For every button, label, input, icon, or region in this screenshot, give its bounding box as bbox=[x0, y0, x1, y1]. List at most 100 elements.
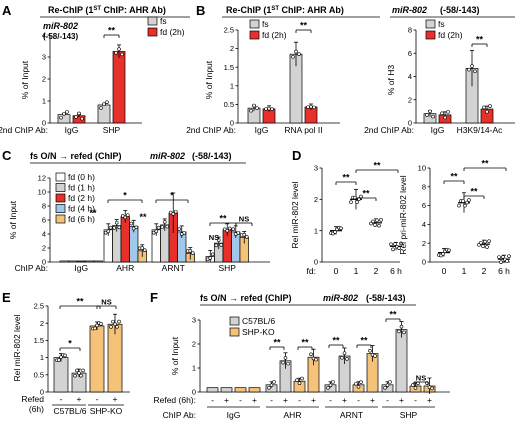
panel-c-bar bbox=[59, 260, 69, 263]
panel-a-point bbox=[62, 112, 66, 116]
panel-d-left-point bbox=[373, 223, 377, 227]
panel-c-legend-item-label: fd (6 h) bbox=[68, 214, 95, 224]
panel-f-ahr-sig2-label: ** bbox=[301, 338, 309, 348]
panel-a-legend-fs-label: fs bbox=[160, 16, 167, 26]
panel-c-legend-item-label: fd (2 h) bbox=[68, 193, 95, 203]
panel-c-header: fs O/N → refed (ChIP) bbox=[30, 151, 122, 161]
panel-d-left-category-label: 2 bbox=[374, 266, 379, 276]
panel-f-refed-label: Refed (6h): bbox=[153, 395, 196, 405]
panel-e-point bbox=[79, 373, 83, 378]
panel-d-right-point bbox=[447, 248, 451, 253]
panel-c-point bbox=[142, 248, 147, 253]
panel-c-point bbox=[162, 220, 167, 224]
panel-a-legend-fd-label: fd (2h) bbox=[160, 27, 185, 37]
panel-d-left-sig-label: ** bbox=[362, 189, 370, 199]
panel-c-point bbox=[231, 227, 236, 231]
panel-c-shp-ns-label: NS bbox=[239, 215, 249, 224]
panel-f-point bbox=[359, 380, 363, 384]
panel-d-right-point bbox=[461, 199, 465, 203]
panel-d-left-category-label: 0 bbox=[334, 266, 339, 276]
panel-b-right-point bbox=[470, 64, 474, 68]
panel-c-point bbox=[117, 225, 122, 230]
panel-a-ytick-label: 2 bbox=[42, 75, 46, 84]
panel-c-point bbox=[108, 225, 113, 230]
panel-f-point bbox=[397, 329, 401, 334]
panel-b-right-point bbox=[446, 110, 450, 114]
panel-b-left-legend-fd-swatch bbox=[249, 30, 260, 40]
panel-c-point bbox=[140, 246, 145, 250]
panel-d-right-point bbox=[481, 244, 485, 248]
panel-e-point bbox=[117, 319, 121, 324]
panel-c-point bbox=[219, 243, 224, 247]
panel-b-left-point bbox=[255, 106, 259, 110]
panel-f-shp-sig-label: ** bbox=[389, 310, 397, 320]
panel-f-ylabel: % of Input bbox=[170, 336, 180, 375]
panel-c-legend-item-swatch bbox=[55, 214, 66, 224]
panel-d-right-point bbox=[479, 240, 483, 245]
panel-c-arnt-sig: ** bbox=[139, 212, 147, 222]
panel-b-gene-sub: (-58/-143) bbox=[440, 5, 480, 15]
panel-f-label: F bbox=[150, 290, 158, 305]
panel-c-point bbox=[210, 252, 215, 257]
panel-b-left-ytick-label: 0 bbox=[230, 119, 234, 128]
panel-b-right-sig-label: ** bbox=[476, 35, 484, 45]
panel-c-ytick-label: 2 bbox=[42, 244, 46, 253]
panel-a-category-label: SHP bbox=[103, 125, 121, 135]
panel-c-category-label: AHR bbox=[116, 263, 134, 273]
panel-f-refed-sign: - bbox=[329, 395, 332, 405]
panel-b-right-ytick-label: 0 bbox=[408, 119, 412, 128]
panel-f-point bbox=[295, 378, 299, 382]
panel-a-point bbox=[77, 111, 81, 116]
panel-c-point bbox=[165, 224, 170, 229]
panel-a-point bbox=[102, 102, 106, 106]
panel-c-shp-sig-label: ** bbox=[219, 214, 227, 224]
panel-b-right-ytick-label: 2 bbox=[408, 95, 412, 104]
panel-b-right-category-label: H3K9/14-Ac bbox=[457, 125, 504, 135]
panel-e-point bbox=[99, 322, 103, 326]
panel-c-ytick-label: 6 bbox=[42, 216, 46, 225]
panel-f-point bbox=[300, 376, 304, 381]
panel-e-ylabel: Rel miR-802 level bbox=[12, 314, 22, 381]
panel-b-left-category-label: IgG bbox=[255, 125, 269, 135]
panel-b-right-chip2-label: 2nd ChIP Ab: bbox=[364, 125, 414, 135]
panel-f-chip-label: ChIP Ab: bbox=[163, 410, 196, 420]
panel-f-refed-sign: + bbox=[427, 395, 432, 405]
panel-f-refed-sign: + bbox=[370, 395, 375, 405]
panel-e-ytick-label: 0 bbox=[40, 388, 44, 397]
panel-c-ahr-sig2-label: * bbox=[123, 191, 127, 201]
panel-b-left-legend-fs-swatch bbox=[249, 19, 260, 29]
panel-b-right-ytick-label: 4 bbox=[408, 72, 412, 81]
panel-f-point bbox=[385, 383, 390, 388]
panel-f-point bbox=[297, 381, 302, 385]
panel-e-bar bbox=[107, 323, 123, 393]
panel-a-gene-sub: (-58/-143) bbox=[43, 32, 78, 41]
panel-c-shp-ns2: NS bbox=[209, 233, 219, 242]
panel-f-ahr-sig1-label: ** bbox=[273, 338, 281, 348]
panel-c-arnt-sig2-label: * bbox=[170, 191, 174, 201]
panel-d-left-point bbox=[355, 200, 359, 205]
panel-c-point bbox=[177, 227, 182, 231]
panel-c-legend-item-label: fd (1 h) bbox=[68, 183, 95, 193]
panel-d-left-sig-label: ** bbox=[373, 161, 381, 171]
panel-f-refed-sign: + bbox=[311, 395, 316, 405]
panel-b-left-point bbox=[297, 52, 301, 57]
panel-d-left-point bbox=[379, 218, 383, 222]
panel-c-legend-item-swatch bbox=[55, 183, 66, 192]
panel-e-refed-label: Refed bbox=[21, 394, 44, 404]
panel-b-left-point bbox=[306, 105, 310, 109]
panel-b-left-ytick-label: 1.5 bbox=[224, 63, 234, 72]
panel-a-legend-fs-swatch bbox=[147, 16, 158, 26]
panel-b-left-ytick-label: 1 bbox=[230, 81, 234, 90]
panel-a-legend-fd-swatch bbox=[147, 27, 158, 37]
panel-f-gene: miR-802 bbox=[323, 293, 358, 303]
panel-f-header: fs O/N → refed (ChIP) bbox=[200, 293, 292, 303]
panel-f-refed-sign: - bbox=[357, 395, 360, 405]
panel-b-left-ylabel: % of Input bbox=[204, 60, 214, 99]
panel-a-ytick-label: 1 bbox=[42, 97, 46, 106]
panel-d-left-point bbox=[377, 223, 381, 228]
panel-d-right-ytick-label: 4 bbox=[422, 220, 426, 229]
panel-c-point bbox=[190, 251, 195, 255]
panel-f-refed-sign: - bbox=[270, 395, 273, 405]
panel-f-refed-sign: - bbox=[298, 395, 301, 405]
panel-d-left-point bbox=[399, 241, 403, 246]
